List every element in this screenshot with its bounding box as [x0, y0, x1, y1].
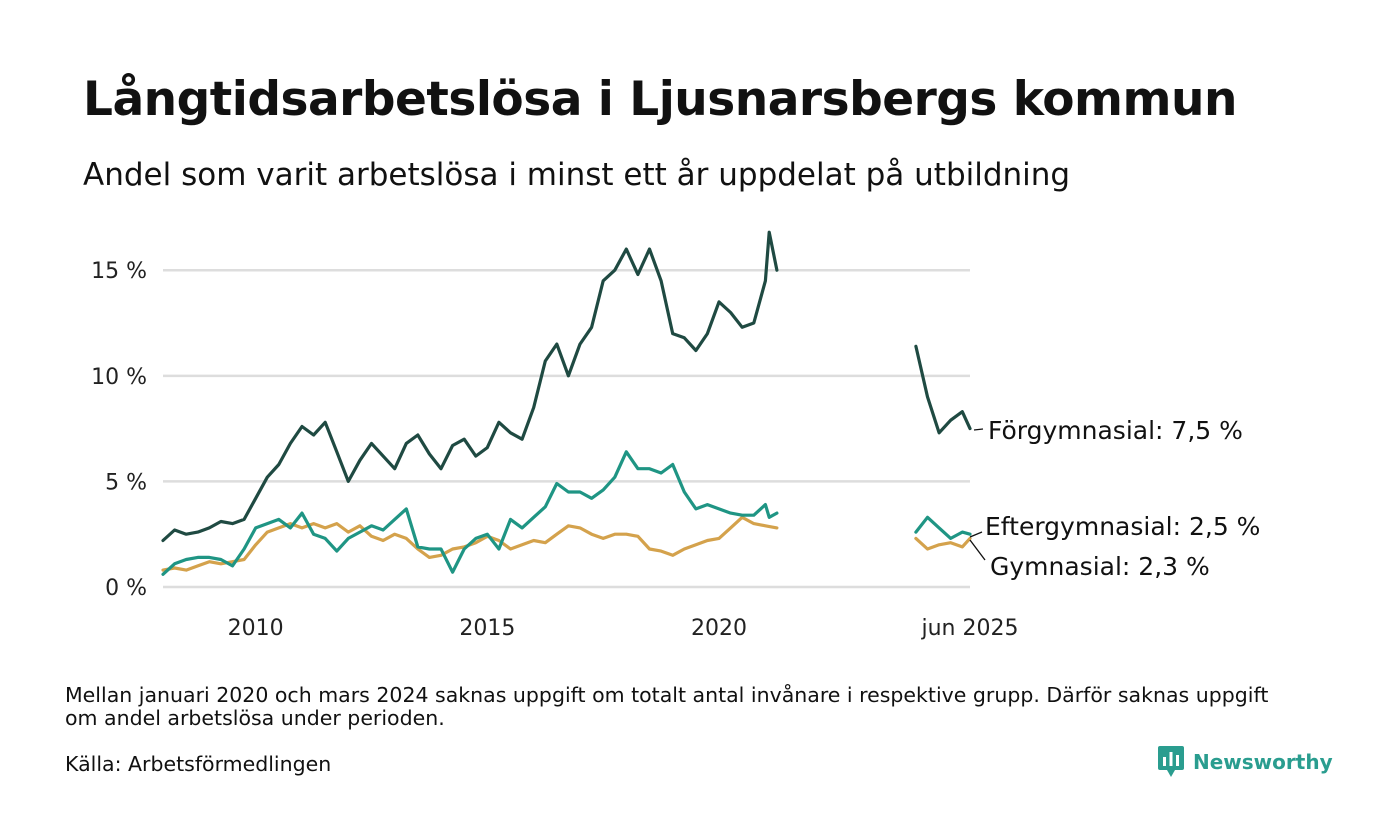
leader-line-eftergymnasial: [969, 531, 983, 538]
chart-title: Långtidsarbetslösa i Ljusnarsbergs kommu…: [83, 72, 1237, 127]
x-tick-label: 2015: [459, 616, 515, 641]
x-axis: 2010 2015 2020 jun 2025: [228, 616, 1019, 641]
end-label-förgymnasial: Förgymnasial: 7,5 %: [988, 416, 1243, 445]
source-text: Källa: Arbetsförmedlingen: [65, 752, 332, 776]
x-tick-label: jun 2025: [921, 616, 1019, 641]
y-tick-label: 5 %: [105, 470, 147, 495]
brand-logo: Newsworthy: [1158, 746, 1333, 778]
end-label-gymnasial: Gymnasial: 2,3 %: [990, 552, 1210, 581]
series-line-eftergymnasial-segment-1: [161, 450, 779, 576]
y-tick-label: 10 %: [91, 365, 147, 390]
x-tick-label: 2010: [228, 616, 284, 641]
series-lines: [161, 230, 972, 576]
gridlines: [163, 268, 970, 589]
brand-name: Newsworthy: [1193, 750, 1333, 774]
leader-line-förgymnasial: [973, 428, 984, 431]
y-axis: 0 % 5 % 10 % 15 %: [91, 259, 147, 601]
series-line-förgymnasial-segment-2: [914, 344, 972, 435]
end-label-eftergymnasial: Eftergymnasial: 2,5 %: [985, 512, 1260, 541]
chart-subtitle: Andel som varit arbetslösa i minst ett å…: [83, 157, 1071, 193]
x-tick-label: 2020: [691, 616, 747, 641]
y-tick-label: 0 %: [105, 576, 147, 601]
series-line-förgymnasial-segment-1: [161, 230, 779, 543]
series-line-eftergymnasial-segment-2: [914, 515, 972, 541]
y-tick-label: 15 %: [91, 259, 147, 284]
newsworthy-logo-icon: [1158, 746, 1184, 777]
footnote: Mellan januari 2020 och mars 2024 saknas…: [65, 683, 1269, 730]
series-end-labels: Förgymnasial: 7,5 % Eftergymnasial: 2,5 %…: [969, 416, 1260, 581]
line-chart: 0 % 5 % 10 % 15 % 2010 2015 2020 jun 2025 Förg…: [91, 230, 1260, 641]
series-line-gymnasial-segment-2: [914, 536, 972, 551]
leader-line-gymnasial: [969, 539, 986, 561]
